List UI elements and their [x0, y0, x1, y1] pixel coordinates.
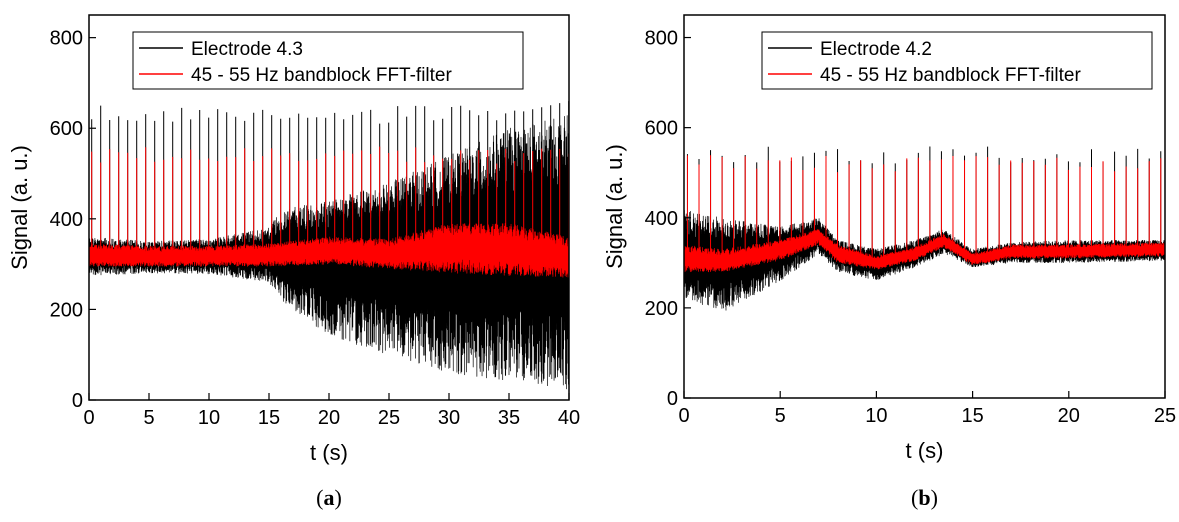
y-tick-label: 0: [72, 390, 83, 412]
y-axis-a: 0 200 400 600 800: [50, 28, 96, 412]
y-tick-label: 200: [645, 298, 678, 320]
x-axis-b: 0 5 10 15 20 25: [678, 391, 1176, 427]
chart-panel-a: 0 5 10 15 20 25 30 35 40 0 200 400 600 800 t (s) Sig…: [7, 14, 580, 510]
x-axis-label-a: t (s): [310, 440, 348, 465]
legend-entry-electrode-b: Electrode 4.2: [820, 39, 932, 60]
x-tick-label: 35: [498, 407, 520, 429]
x-tick-label: 15: [258, 407, 280, 429]
y-tick-label: 600: [50, 118, 83, 140]
panel-label-b-open: (: [911, 485, 918, 510]
x-tick-label: 25: [1154, 405, 1176, 427]
legend-box-b: [761, 31, 1153, 90]
y-axis-label-a: Signal (a. u.): [7, 145, 32, 270]
y-tick-label: 600: [645, 118, 678, 140]
y-axis-b: 0 200 400 600 800: [645, 28, 691, 410]
x-axis-a: 0 5 10 15 20 25 30 35 40: [83, 393, 580, 429]
series-filter-trace-a: [89, 223, 569, 278]
x-axis-label-b: t (s): [906, 438, 944, 463]
series-filter-trace-b: [684, 228, 1165, 273]
x-tick-label: 20: [1058, 405, 1080, 427]
y-tick-label: 800: [645, 28, 678, 50]
series-filter-spikes-b: [686, 155, 1162, 263]
panel-label-b-letter: b: [918, 485, 930, 510]
panel-label-a-close: ): [335, 485, 342, 510]
panel-label-a-letter: a: [324, 485, 335, 510]
legend-a: Electrode 4.3 45 - 55 Hz bandblock FFT-f…: [132, 31, 524, 90]
legend-box-a: [132, 31, 524, 90]
legend-entry-filter-a: 45 - 55 Hz bandblock FFT-filter: [191, 65, 452, 86]
y-tick-label: 800: [50, 28, 83, 50]
x-tick-label: 10: [198, 407, 220, 429]
y-tick-label: 200: [50, 299, 83, 321]
x-tick-label: 0: [678, 405, 689, 427]
x-tick-label: 0: [83, 407, 94, 429]
panel-label-b: (b): [911, 485, 938, 510]
legend-entry-electrode-a: Electrode 4.3: [191, 39, 303, 60]
series-layer-b: [684, 146, 1165, 311]
x-tick-label: 30: [438, 407, 460, 429]
legend-b: Electrode 4.2 45 - 55 Hz bandblock FFT-f…: [761, 31, 1153, 90]
x-tick-label: 10: [865, 405, 887, 427]
x-tick-label: 5: [775, 405, 786, 427]
series-filter-spikes-a: [91, 146, 569, 258]
x-tick-label: 5: [143, 407, 154, 429]
series-layer-a: [89, 101, 569, 390]
x-tick-label: 40: [558, 407, 580, 429]
x-tick-label: 25: [378, 407, 400, 429]
x-tick-label: 20: [318, 407, 340, 429]
y-axis-label-b: Signal (a. u.): [602, 144, 627, 269]
panel-label-a: (a): [316, 485, 342, 510]
x-tick-label: 15: [961, 405, 983, 427]
legend-entry-filter-b: 45 - 55 Hz bandblock FFT-filter: [820, 65, 1081, 86]
chart-panel-b: 0 5 10 15 20 25 0 200 400 600 800 t (s) Signal (a…: [602, 14, 1176, 510]
y-tick-label: 400: [50, 209, 83, 231]
panel-label-b-close: ): [931, 485, 938, 510]
y-tick-label: 0: [667, 388, 678, 410]
y-tick-label: 400: [645, 208, 678, 230]
plot-frame-b: [683, 14, 1166, 399]
panel-label-a-open: (: [316, 485, 323, 510]
